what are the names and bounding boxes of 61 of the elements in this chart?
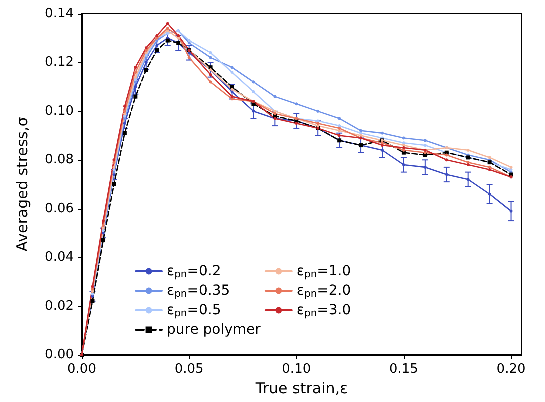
y-axis-title: Averaged stress,σ <box>14 116 32 252</box>
point <box>360 129 363 132</box>
point <box>209 80 212 84</box>
point <box>402 136 406 140</box>
point <box>488 192 492 196</box>
point <box>466 148 470 152</box>
y-tick-label: 0.08 <box>45 152 74 168</box>
point <box>252 110 256 113</box>
point <box>123 110 126 113</box>
point <box>122 131 127 136</box>
point <box>209 51 212 54</box>
point <box>424 151 427 154</box>
point <box>510 166 513 169</box>
point <box>380 132 384 135</box>
point <box>466 178 470 182</box>
x-tick-label: 0.05 <box>174 362 204 377</box>
point <box>316 110 320 113</box>
point <box>510 210 513 213</box>
y-tick-label: 0.14 <box>45 6 74 22</box>
point <box>445 173 448 176</box>
point <box>144 61 148 64</box>
x-tick-label: 0.10 <box>282 362 312 377</box>
y-tick-label: 0.04 <box>45 250 74 266</box>
point <box>424 139 427 142</box>
point <box>123 105 126 108</box>
point <box>445 158 448 162</box>
point <box>123 122 126 126</box>
y-tick-label: 0.06 <box>45 201 74 216</box>
point <box>230 66 234 70</box>
point <box>252 90 256 94</box>
x-tick-label: 0.15 <box>389 362 418 377</box>
point <box>166 38 170 43</box>
x-tick-label: 0.20 <box>496 362 526 377</box>
point <box>338 117 342 120</box>
legend-label: pure polymer <box>167 322 262 338</box>
point <box>134 86 138 89</box>
y-tick-label: 0.00 <box>45 348 74 362</box>
y-tick-label: 0.12 <box>45 55 74 70</box>
point <box>112 158 116 162</box>
x-tick-label: 0.00 <box>68 362 96 377</box>
point <box>488 156 492 160</box>
point <box>252 80 256 84</box>
point <box>188 39 191 42</box>
point <box>91 285 94 288</box>
point <box>295 122 298 126</box>
point <box>274 95 277 98</box>
point <box>123 112 126 116</box>
point <box>134 70 138 74</box>
point <box>423 153 428 158</box>
point <box>144 46 148 50</box>
point <box>112 182 116 186</box>
point <box>445 154 448 157</box>
point <box>466 164 470 167</box>
point <box>488 168 492 172</box>
point <box>295 102 298 106</box>
x-axis-title: True strain,ε <box>254 379 348 398</box>
y-tick-label: 0.10 <box>45 104 74 119</box>
y-tick-label: 0.02 <box>45 298 74 314</box>
point <box>156 44 159 48</box>
point <box>230 70 234 74</box>
point <box>134 66 138 70</box>
